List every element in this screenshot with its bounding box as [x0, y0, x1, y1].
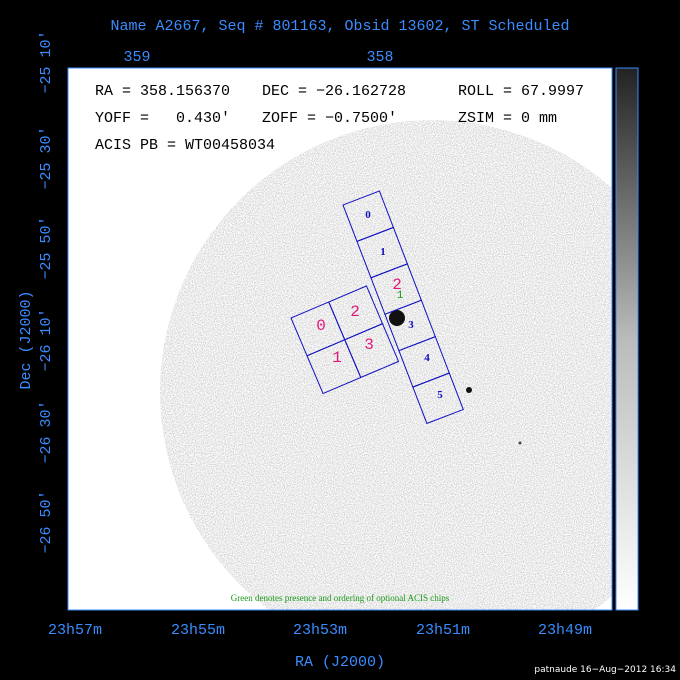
- info-acis-pb: ACIS PB = WT00458034: [95, 137, 275, 154]
- bottom-axis-title: RA (J2000): [295, 654, 385, 671]
- colorbar-tick: 0.05: [638, 181, 647, 195]
- bottom-label: 23h53m: [293, 622, 347, 639]
- chip-label: 1: [332, 349, 342, 367]
- info-roll: ROLL = 67.9997: [458, 83, 584, 100]
- left-label: −26 10': [38, 308, 55, 371]
- left-label: −25 30': [38, 126, 55, 189]
- info-zoff: ZOFF = −0.7500': [262, 110, 397, 127]
- colorbar-label: PSPC cts/s/pixel: [649, 77, 658, 131]
- colorbar-tick: 0.02: [638, 440, 647, 454]
- chip-label: 0: [316, 317, 326, 335]
- chip-label: 4: [424, 352, 430, 364]
- bottom-label: 23h57m: [48, 622, 102, 639]
- left-label: −26 30': [38, 400, 55, 463]
- left-label: −26 50': [38, 490, 55, 553]
- bottom-label: 23h55m: [171, 622, 225, 639]
- chip-label: 3: [408, 319, 414, 331]
- left-label: −25 10': [38, 30, 55, 93]
- chip-label: 2: [350, 303, 360, 321]
- top-label: 358: [366, 49, 393, 66]
- colorbar-tick: 0.03: [638, 354, 647, 368]
- footer: patnaude 16−Aug−2012 16:34: [534, 665, 676, 675]
- note: Green denotes presence and ordering of o…: [231, 593, 450, 603]
- bottom-label: 23h49m: [538, 622, 592, 639]
- chip-label: 5: [437, 389, 443, 401]
- chip-label: 2: [392, 276, 402, 294]
- info-yoff: YOFF = 0.430': [95, 110, 230, 127]
- top-label: 359: [123, 49, 150, 66]
- chip-label: 1: [380, 246, 386, 258]
- left-axis-title: Dec (J2000): [18, 290, 35, 389]
- colorbar: [615, 67, 639, 611]
- chip-label-optional: 1: [397, 290, 404, 302]
- chip-label: 3: [364, 336, 374, 354]
- plot-frame: [67, 67, 613, 611]
- colorbar-tick: 0.04: [638, 268, 647, 282]
- info-ra: RA = 358.156370: [95, 83, 230, 100]
- colorbar-tick: 0: [638, 608, 647, 612]
- bottom-label: 23h51m: [416, 622, 470, 639]
- info-dec: DEC = −26.162728: [262, 83, 406, 100]
- colorbar-tick: 0.01: [638, 515, 647, 529]
- title: Name A2667, Seq # 801163, Obsid 13602, S…: [110, 18, 569, 35]
- left-label: −25 50': [38, 216, 55, 279]
- acis-s-array: [342, 190, 464, 425]
- chip-label: 0: [365, 209, 371, 221]
- colorbar-tick: 0.06: [638, 97, 647, 111]
- info-zsim: ZSIM = 0 mm: [458, 110, 557, 127]
- acis-i-array: [290, 285, 400, 395]
